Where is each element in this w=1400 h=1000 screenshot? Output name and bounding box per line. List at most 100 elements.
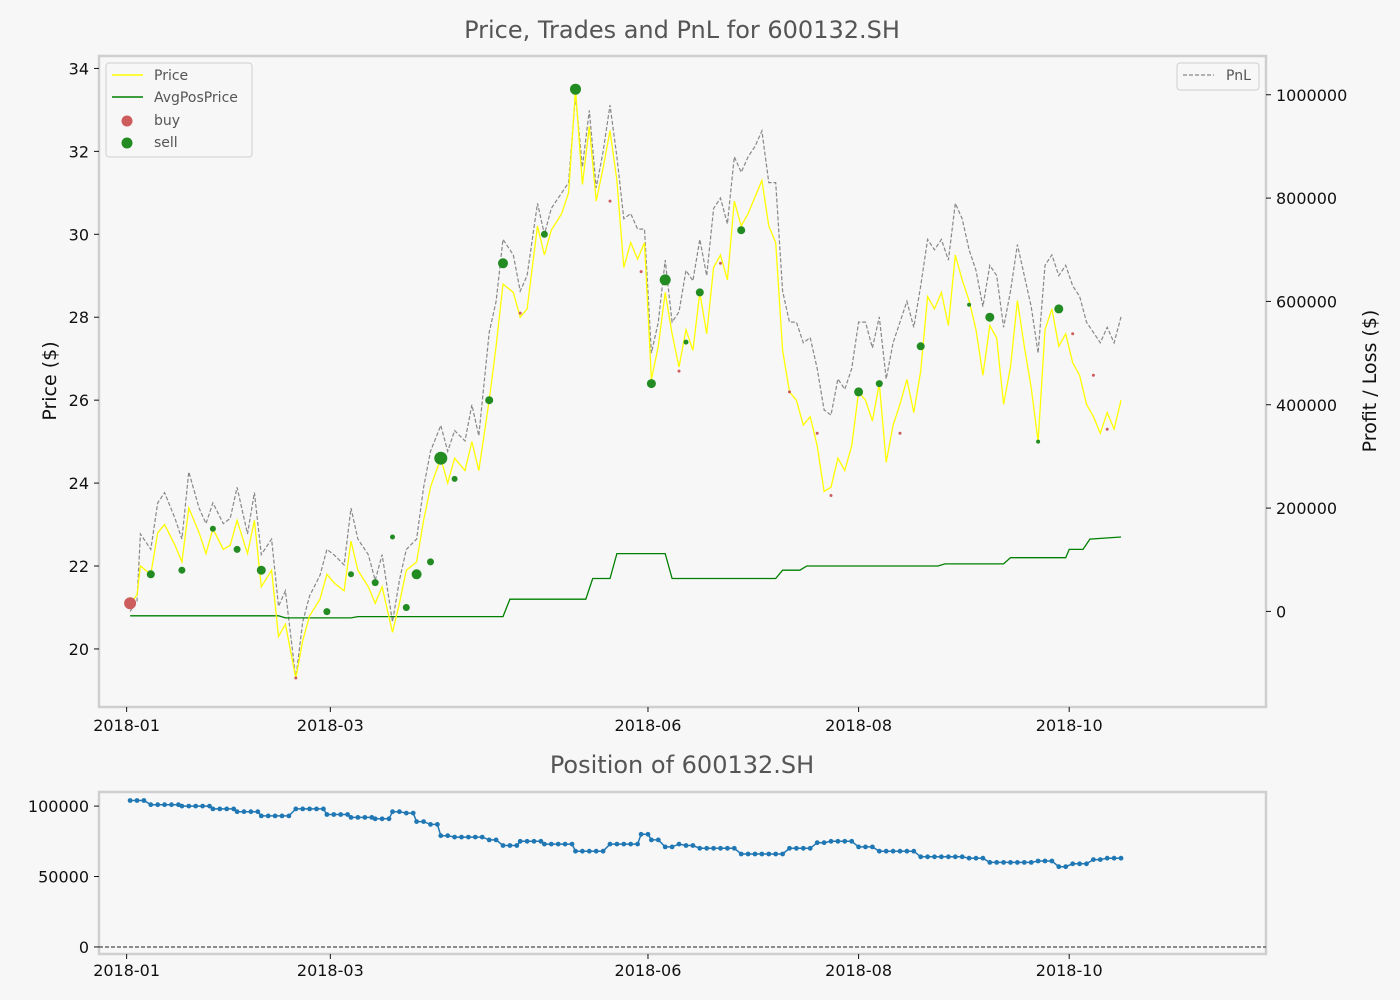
buy-marker-21 [608,199,612,203]
position-point-16 [231,806,237,812]
buy-marker-28 [719,261,722,265]
position-point-118 [890,848,896,854]
sell-marker-37 [967,302,972,307]
position-point-19 [248,809,254,815]
sell-marker-29 [737,226,746,235]
sell-marker-10 [390,534,395,540]
position-point-81 [638,831,644,837]
position-point-151 [1118,855,1124,861]
main-x-tick-label-3: 2018-08 [825,716,892,735]
position-point-50 [438,833,444,839]
position-point-29 [314,806,319,812]
avgpos-line [130,536,1122,619]
sell-marker-17 [498,258,508,269]
position-point-133 [994,860,1000,865]
legend-pnl-label: PnL [1226,68,1251,84]
position-point-65 [538,838,544,844]
y2-tick-label-0: 0 [1276,602,1286,621]
position-point-22 [265,813,271,819]
position-point-27 [300,806,306,812]
position-point-146 [1084,861,1089,867]
sell-marker-8 [348,571,354,578]
position-point-103 [787,845,792,851]
position-point-66 [542,841,547,847]
position-point-3 [148,802,154,808]
position-point-130 [973,855,979,861]
position-point-2 [141,798,147,803]
position-point-91 [704,845,710,851]
position-point-123 [925,854,930,860]
position-point-73 [586,848,592,854]
position-point-58 [493,837,499,843]
legend-sell-label: sell [154,135,178,151]
position-point-101 [773,851,779,857]
position-point-113 [856,844,861,850]
sell-marker-24 [659,274,671,286]
position-marks [99,798,1266,948]
position-point-70 [569,841,575,847]
position-point-150 [1111,855,1117,861]
position-point-84 [655,837,661,843]
pos-x-tick-label-0: 2018-01 [93,961,160,980]
sell-marker-3 [209,525,216,532]
position-point-83 [649,837,654,843]
position-point-99 [759,851,765,857]
position-point-98 [752,851,758,857]
price-line [129,89,1122,679]
y2-tick-label-3: 600000 [1276,292,1337,311]
position-point-71 [573,848,578,854]
y-tick-label-2: 24 [69,474,89,493]
position-point-93 [718,845,723,851]
position-point-33 [338,812,344,817]
main-chart-title: Price, Trades and PnL for 600132.SH [464,16,900,44]
sell-marker-20 [570,83,581,95]
position-point-24 [279,813,285,819]
position-point-53 [459,834,464,840]
position-point-52 [452,834,457,840]
position-point-14 [217,806,223,812]
position-point-59 [500,843,506,848]
position-point-90 [697,845,703,851]
sell-marker-36 [916,342,925,351]
position-point-17 [234,809,240,815]
position-point-9 [186,803,192,809]
position-point-68 [555,841,561,847]
y2-tick-label-1: 200000 [1276,499,1337,518]
position-point-61 [514,843,520,848]
position-point-87 [676,841,682,847]
position-point-96 [738,851,744,857]
position-point-55 [472,834,478,840]
position-point-79 [628,841,634,847]
position-point-142 [1056,864,1062,870]
sell-marker-14 [434,451,448,465]
position-point-72 [580,848,585,854]
sell-marker-23 [646,379,656,389]
position-point-102 [780,851,785,857]
position-point-1 [134,798,140,803]
position-point-15 [224,806,230,812]
sell-marker-40 [1054,304,1064,314]
position-point-105 [800,845,806,851]
sell-marker-15 [451,475,458,482]
position-point-107 [814,840,820,846]
buy-marker-32 [829,494,833,497]
position-point-0 [127,798,133,803]
position-point-128 [959,854,965,860]
position-point-60 [507,843,513,848]
sell-marker-13 [427,558,434,566]
position-point-134 [1001,860,1006,865]
legend-right: PnL [1176,62,1260,91]
buy-marker-31 [815,431,819,435]
legend-left-frame [105,62,253,158]
position-point-31 [324,812,330,817]
y2-tick-label-2: 400000 [1276,396,1337,415]
position-point-51 [445,833,451,839]
sell-marker-7 [323,608,331,616]
legend-avgpos-label: AvgPosPrice [154,90,238,106]
position-chart-title: Position of 600132.SH [550,751,814,779]
position-point-11 [200,803,206,809]
position-point-76 [607,841,613,847]
position-point-40 [379,816,385,822]
position-point-149 [1104,855,1110,861]
buy-marker-25 [677,369,681,373]
